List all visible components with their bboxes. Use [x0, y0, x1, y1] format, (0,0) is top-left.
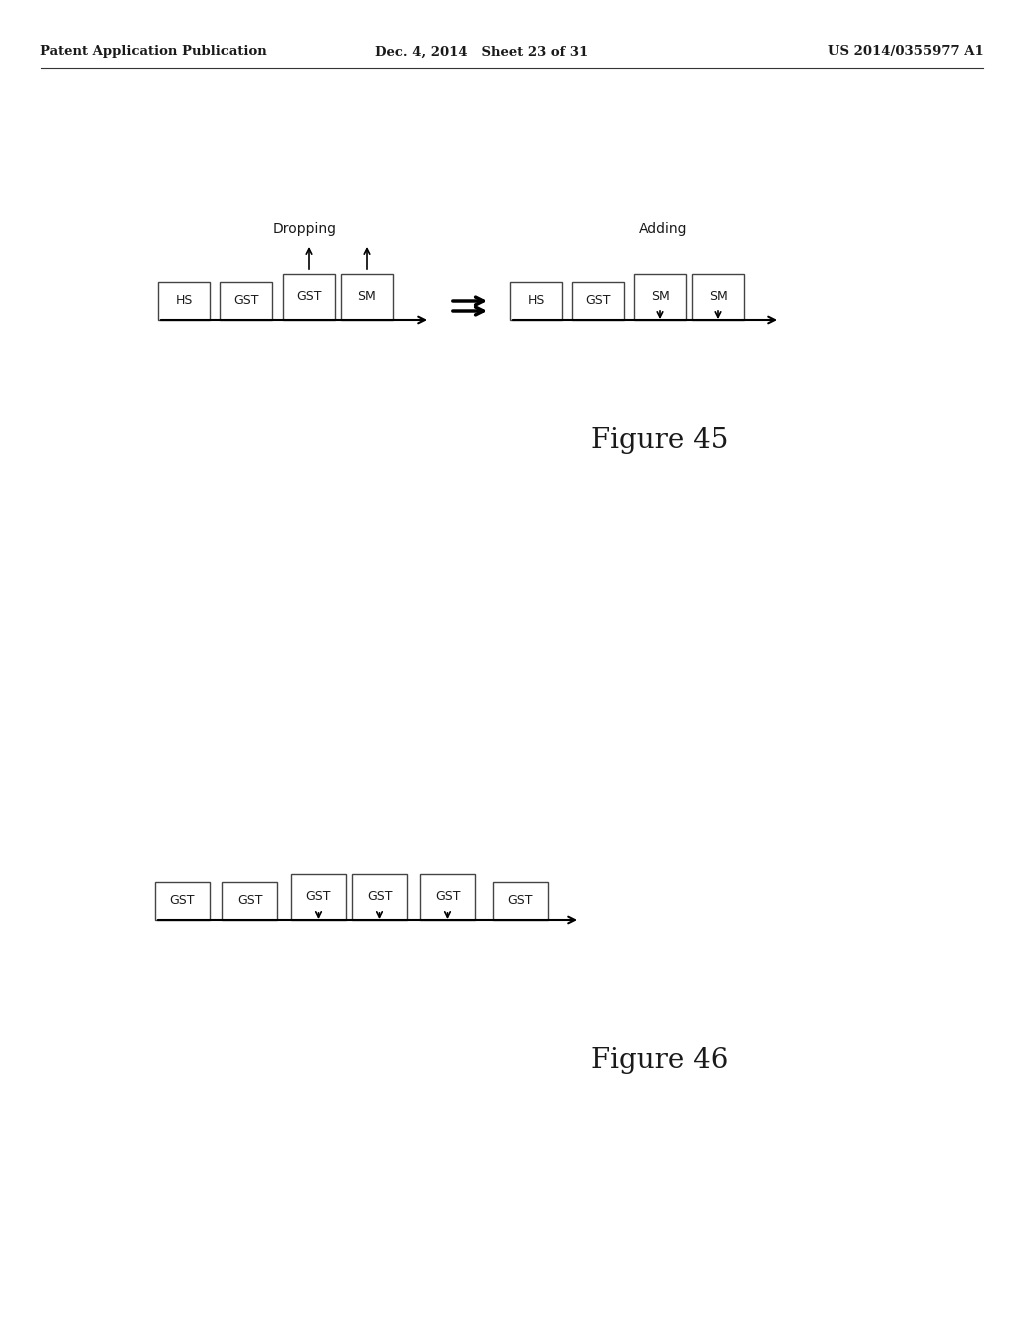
Text: Patent Application Publication: Patent Application Publication [40, 45, 266, 58]
Text: Dropping: Dropping [273, 222, 337, 236]
Text: GST: GST [233, 294, 259, 308]
Text: HS: HS [175, 294, 193, 308]
Text: Figure 46: Figure 46 [591, 1047, 729, 1073]
Text: GST: GST [586, 294, 610, 308]
Bar [341, 275, 393, 319]
Bar [220, 282, 272, 319]
Bar [222, 882, 278, 920]
Text: SM: SM [650, 290, 670, 304]
Text: GST: GST [296, 290, 322, 304]
Text: Dec. 4, 2014   Sheet 23 of 31: Dec. 4, 2014 Sheet 23 of 31 [376, 45, 589, 58]
Text: US 2014/0355977 A1: US 2014/0355977 A1 [828, 45, 984, 58]
Text: GST: GST [367, 891, 392, 903]
Text: Adding: Adding [639, 222, 687, 236]
Text: GST: GST [170, 895, 196, 908]
Bar [283, 275, 335, 319]
Bar [155, 882, 210, 920]
Bar [493, 882, 548, 920]
Bar [352, 874, 407, 920]
Bar [572, 282, 624, 319]
Text: GST: GST [435, 891, 460, 903]
Bar [158, 282, 210, 319]
Bar [510, 282, 562, 319]
Bar [634, 275, 686, 319]
Text: SM: SM [709, 290, 727, 304]
Bar [420, 874, 475, 920]
Text: Figure 45: Figure 45 [591, 426, 729, 454]
Bar [692, 275, 744, 319]
Bar [291, 874, 346, 920]
Text: GST: GST [508, 895, 534, 908]
Text: HS: HS [527, 294, 545, 308]
Text: GST: GST [306, 891, 331, 903]
Text: SM: SM [357, 290, 377, 304]
Text: GST: GST [237, 895, 262, 908]
